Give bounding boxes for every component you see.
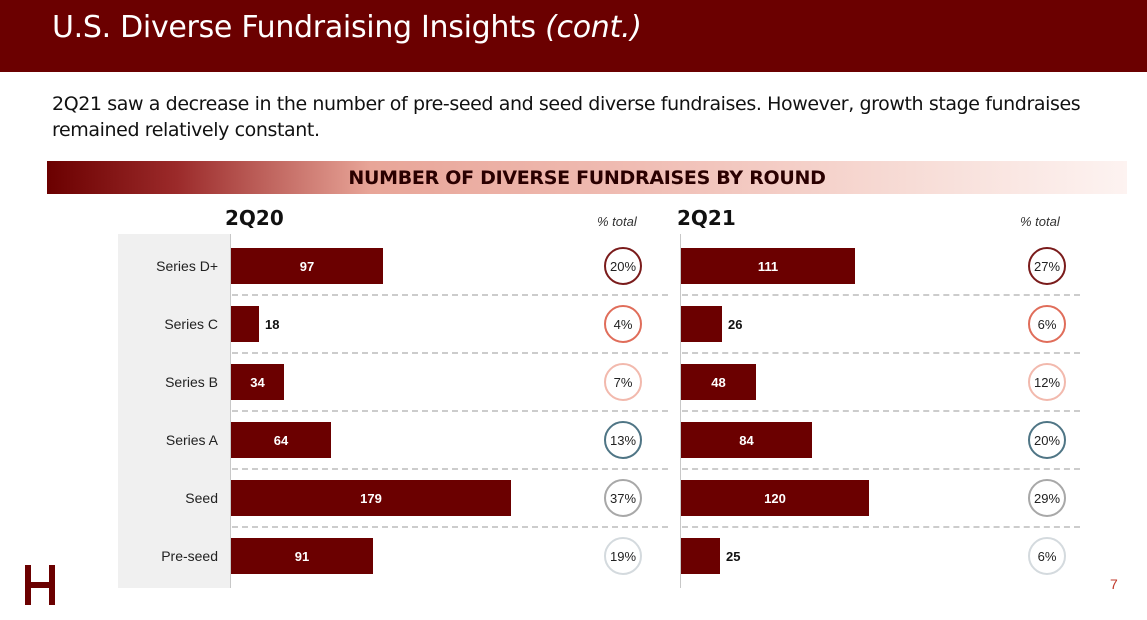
bar-value-label: 18 <box>265 317 280 332</box>
row-divider <box>232 468 668 470</box>
bar <box>681 248 855 284</box>
subtitle-text: 2Q21 saw a decrease in the number of pre… <box>52 93 1081 141</box>
bar <box>231 480 511 516</box>
bar-value-label: 64 <box>273 433 289 448</box>
category-label: Pre-seed <box>161 548 218 564</box>
bar-value-label: 48 <box>711 375 726 390</box>
category-label: Seed <box>185 490 218 506</box>
title-main: U.S. Diverse Fundraising Insights <box>52 10 536 45</box>
pct-total-badge: 7% <box>604 363 642 401</box>
panel-title-2q21: 2Q21 <box>677 206 736 230</box>
bar <box>681 480 869 516</box>
pct-total-badge: 4% <box>604 305 642 343</box>
row-divider <box>232 410 668 412</box>
chart-title: NUMBER OF DIVERSE FUNDRAISES BY ROUND <box>348 167 826 189</box>
header-bar: U.S. Diverse Fundraising Insights (cont.… <box>0 0 1147 72</box>
panel-title-2q20: 2Q20 <box>225 206 284 230</box>
chart-title-banner: NUMBER OF DIVERSE FUNDRAISES BY ROUND <box>47 161 1127 194</box>
row-divider <box>682 410 1080 412</box>
row-divider <box>232 294 668 296</box>
brand-logo-icon <box>25 565 57 605</box>
pct-total-badge: 19% <box>604 537 642 575</box>
bar <box>231 248 383 284</box>
pct-total-badge: 12% <box>1028 363 1066 401</box>
row-divider <box>232 526 668 528</box>
bar-value-label: 84 <box>739 433 754 448</box>
bar-value-label: 25 <box>726 549 741 564</box>
bar-value-label: 111 <box>757 259 779 274</box>
page-title: U.S. Diverse Fundraising Insights (cont.… <box>52 10 642 45</box>
bar-value-label: 120 <box>764 491 786 506</box>
pct-total-badge: 27% <box>1028 247 1066 285</box>
pct-header-2q20: % total <box>597 214 637 229</box>
bar <box>231 538 373 574</box>
category-gutter <box>118 234 230 588</box>
bar-value-label: 179 <box>360 491 382 506</box>
pct-total-badge: 29% <box>1028 479 1066 517</box>
pct-total-badge: 20% <box>1028 421 1066 459</box>
category-label: Series B <box>165 374 218 390</box>
row-divider <box>682 352 1080 354</box>
category-label: Series C <box>164 316 218 332</box>
row-divider <box>682 468 1080 470</box>
row-divider <box>682 294 1080 296</box>
axis-line-2q21 <box>680 234 681 588</box>
category-label: Series A <box>165 432 218 448</box>
row-divider <box>682 526 1080 528</box>
bar <box>231 306 259 342</box>
bar <box>681 538 720 574</box>
row-divider <box>232 352 668 354</box>
pct-total-badge: 6% <box>1028 537 1066 575</box>
bar-value-label: 97 <box>299 259 315 274</box>
bar-value-label: 91 <box>294 549 310 564</box>
pct-total-badge: 20% <box>604 247 642 285</box>
bar <box>231 364 284 400</box>
bar <box>681 306 722 342</box>
pct-header-2q21: % total <box>1020 214 1060 229</box>
bar <box>681 364 756 400</box>
pct-total-badge: 13% <box>604 421 642 459</box>
bar-value-label: 34 <box>250 375 265 390</box>
bar-value-label: 26 <box>728 317 743 332</box>
axis-line-2q20 <box>230 234 231 588</box>
bar <box>681 422 812 458</box>
pct-total-badge: 37% <box>604 479 642 517</box>
bar <box>231 422 331 458</box>
pct-total-badge: 6% <box>1028 305 1066 343</box>
title-suffix: (cont.) <box>545 10 642 45</box>
category-label: Series D+ <box>156 258 218 274</box>
page-number: 7 <box>1110 576 1118 592</box>
